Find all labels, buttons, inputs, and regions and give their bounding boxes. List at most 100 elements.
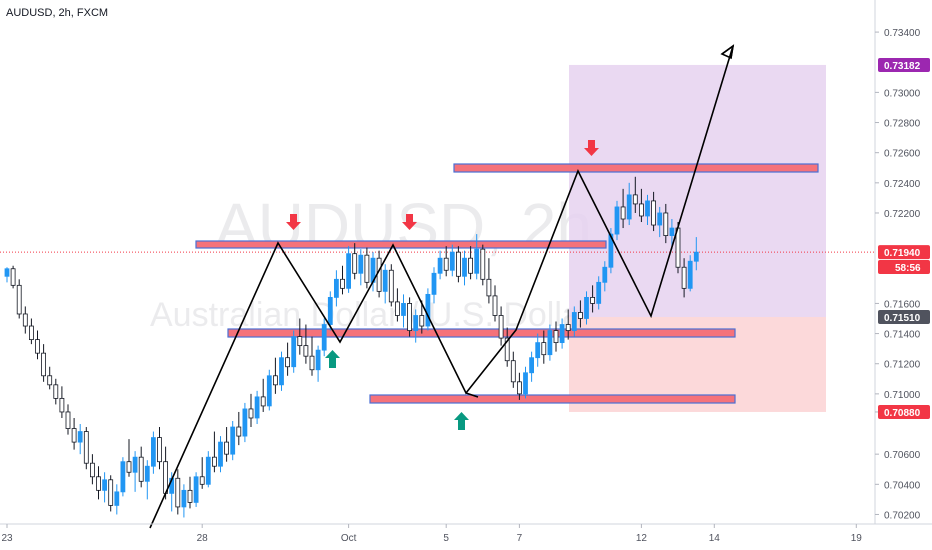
candle [663, 203, 669, 244]
price-tick-label: 0.72800 [884, 119, 921, 130]
candle-body [16, 284, 22, 315]
candle [71, 417, 77, 450]
candle [468, 246, 474, 280]
price-tags: 0.73182 0.71940 58:56 0.71510 0.70880 [878, 57, 930, 419]
candle-body [242, 408, 248, 437]
candle-body [157, 437, 162, 463]
price-axis[interactable]: 0.73400 0.73000 0.72800 0.72600 0.72400 0.722… [875, 28, 921, 521]
candle [291, 330, 297, 373]
price-tag-bg [878, 259, 930, 274]
candle-body [474, 248, 480, 274]
time-tick-label: 23 [1, 533, 13, 544]
candle-body [657, 212, 663, 226]
candle [425, 288, 431, 331]
candle-body [59, 397, 65, 413]
candle [175, 469, 181, 515]
candle [620, 188, 626, 229]
candle [28, 318, 34, 345]
candle-body [620, 206, 626, 220]
candle-body [327, 296, 333, 325]
candle [65, 404, 71, 435]
watermark-description: Australian Dollar / U.S. Dollar [150, 296, 592, 334]
target-zone[interactable] [569, 64, 826, 317]
candle-body [443, 257, 449, 271]
candle [187, 476, 193, 509]
price-tag: 0.73182 [878, 57, 930, 72]
candle-body [187, 489, 193, 503]
candle [687, 255, 693, 292]
candle [419, 300, 425, 334]
candle-body [590, 296, 595, 304]
candle-body [254, 396, 260, 419]
candle-body [205, 456, 211, 485]
resistance-zone-upper[interactable] [453, 163, 819, 173]
candle-body [266, 375, 272, 407]
candle-body [352, 253, 358, 274]
candle-body [663, 212, 669, 236]
candle [279, 351, 284, 391]
price-tick-label: 0.72400 [884, 179, 921, 190]
candle-body [480, 248, 486, 280]
candle-body [96, 476, 101, 491]
price-tick-label: 0.73400 [884, 28, 921, 39]
time-tick-label: 7 [517, 533, 523, 544]
candle-body [584, 296, 589, 319]
candle-body [71, 428, 77, 443]
candle [651, 191, 656, 232]
candle-body [120, 461, 126, 493]
candle-body [150, 437, 156, 467]
candle [462, 250, 467, 286]
candle-body [144, 465, 150, 482]
candle [138, 446, 144, 488]
support-zone-middle[interactable] [227, 328, 736, 338]
candle-body [425, 293, 431, 327]
price-tick-label: 0.70600 [884, 450, 921, 461]
candle [553, 321, 559, 352]
candle [639, 188, 644, 223]
candle [596, 276, 602, 310]
candle-body [376, 257, 382, 292]
watermark-symbol: AUDUSD, 2h [215, 190, 592, 262]
projection-path-segment [465, 392, 479, 398]
support-zone-lower[interactable] [369, 394, 736, 404]
candle [510, 351, 516, 388]
time-axis[interactable]: 23 28 Oct 5 7 12 14 19 [1, 524, 862, 544]
candle-body [10, 268, 16, 286]
candle [364, 247, 370, 289]
candle [492, 285, 498, 322]
candle-body [108, 479, 114, 506]
candle [480, 244, 486, 286]
symbol-label[interactable]: AUDUSD, 2h, FXCM [6, 7, 108, 19]
price-tag-label: 0.71510 [884, 313, 921, 324]
candle [309, 336, 315, 376]
candle [120, 457, 126, 497]
candle-body [236, 426, 242, 437]
resistance-zone-middle[interactable] [195, 240, 607, 249]
candle [285, 342, 291, 376]
candle [315, 345, 321, 382]
candle-body [35, 339, 40, 354]
candle [571, 306, 577, 337]
candle [22, 306, 28, 334]
price-tag-bg [878, 245, 930, 260]
candle [455, 246, 461, 283]
candle [230, 421, 236, 461]
price-tag-label: 0.73182 [884, 61, 921, 72]
candle-body [651, 200, 656, 226]
candle [498, 306, 504, 346]
price-tag: 0.71510 [878, 309, 930, 324]
candle [205, 451, 211, 488]
candle-body [462, 257, 467, 277]
candle [541, 330, 547, 364]
candle-body [687, 260, 693, 289]
time-tick-label: 5 [443, 533, 449, 544]
candle-body [578, 312, 583, 319]
candle [590, 285, 595, 313]
time-tick-label: 28 [197, 533, 209, 544]
candle [126, 439, 132, 477]
candle [340, 265, 345, 295]
candle [626, 182, 632, 226]
candle-body [504, 337, 510, 362]
candle-body [272, 375, 278, 386]
